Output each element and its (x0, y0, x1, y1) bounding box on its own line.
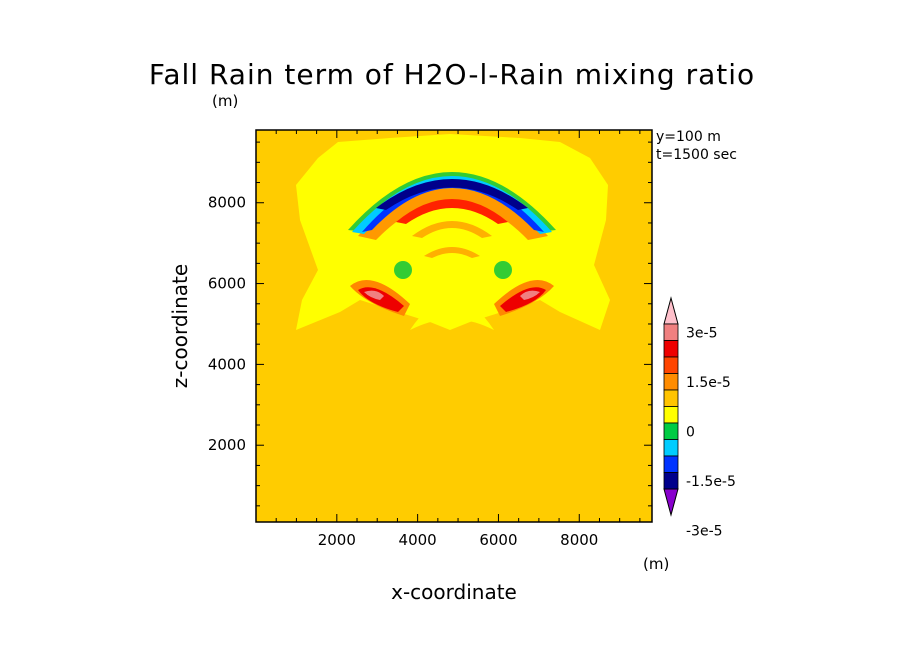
x-tick-label: 4000 (399, 531, 437, 549)
colorbar-swatch (663, 389, 679, 407)
colorbar-swatch (663, 472, 679, 490)
contour-green-right (494, 261, 512, 279)
colorbar-swatch (663, 439, 679, 457)
contour-region-red-arc (396, 199, 508, 224)
x-tick-label: 2000 (318, 531, 356, 549)
colorbar-swatch (663, 455, 679, 473)
colorbar-arrow-top (663, 296, 679, 325)
y-tick-label: 4000 (208, 355, 246, 373)
colorbar-swatch (663, 323, 679, 341)
contour-region-orange-band-1 (412, 221, 492, 238)
info-box: y=100 m t=1500 sec (656, 128, 737, 164)
colorbar-swatch (663, 373, 679, 391)
x-axis-label: x-coordinate (391, 580, 517, 604)
colorbar-label: 3e-5 (686, 326, 717, 342)
plot-frame (255, 129, 653, 523)
x-tick-label: 6000 (479, 531, 517, 549)
contour-pink-left-core (364, 290, 384, 300)
axis-ticks: 2000 4000 6000 8000 2000 4000 6000 8000 (208, 130, 652, 549)
contour-region-cyan (352, 176, 552, 234)
top-unit-label: (m) (212, 92, 239, 110)
colorbar-label: 0 (686, 425, 695, 441)
contour-green-left (394, 261, 412, 279)
chart-title: Fall Rain term of H2O-l-Rain mixing rati… (148, 58, 756, 91)
colorbar-swatch (663, 340, 679, 358)
info-y-value: y=100 m (656, 129, 721, 145)
colorbar: 3e-5 1.5e-5 0 -1.5e-5 -3e-5 (663, 296, 736, 540)
y-tick-label: 6000 (208, 275, 246, 293)
colorbar-label: -3e-5 (686, 524, 723, 540)
contour-region-negative-outer (348, 172, 556, 232)
y-tick-label: 8000 (208, 194, 246, 212)
colorbar-swatch (663, 356, 679, 374)
y-tick-label: 2000 (208, 436, 246, 454)
colorbar-label: 1.5e-5 (686, 375, 731, 391)
colorbar-arrow-bottom (663, 488, 679, 517)
contour-region-zero-lower (410, 296, 494, 330)
contour-region-navy (376, 179, 528, 210)
x-tick-label: 8000 (560, 531, 598, 549)
contour-pink-right-core (520, 290, 540, 300)
info-time-value: t=1500 sec (656, 147, 737, 163)
colorbar-swatch (663, 406, 679, 424)
colorbar-swatch (663, 422, 679, 440)
contour-region-orange-band-2 (424, 247, 480, 258)
colorbar-unit-label: (m) (643, 555, 670, 573)
contour-fields (296, 134, 610, 330)
colorbar-label: -1.5e-5 (686, 474, 736, 490)
